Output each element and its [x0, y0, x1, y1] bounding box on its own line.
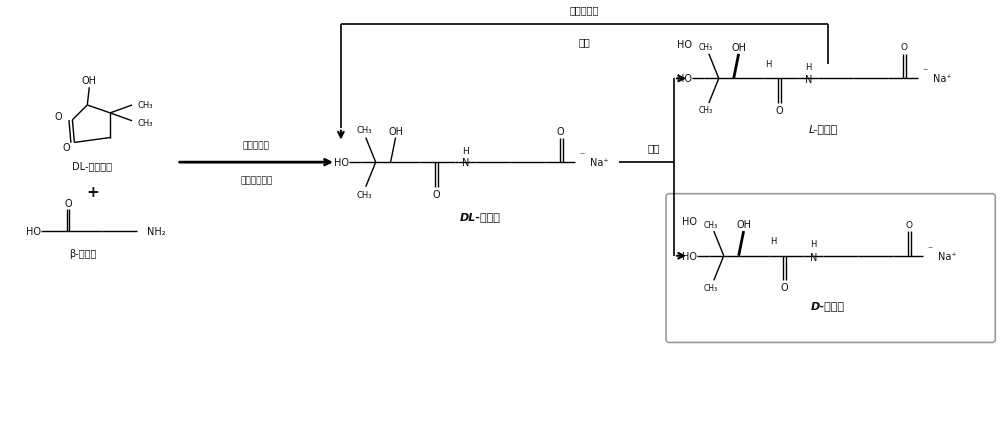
Text: CH₃: CH₃	[356, 191, 372, 200]
Text: H: H	[766, 60, 772, 69]
Text: Na⁺: Na⁺	[938, 251, 956, 261]
Text: O: O	[557, 127, 564, 136]
Text: Na⁺: Na⁺	[590, 158, 608, 168]
Text: 酸水溶化剂: 酸水溶化剂	[243, 141, 270, 150]
Text: CH₃: CH₃	[137, 100, 153, 109]
Text: CH₃: CH₃	[704, 220, 718, 229]
Text: 手性: 手性	[579, 37, 590, 47]
Text: CH₃: CH₃	[699, 106, 713, 115]
Text: OH: OH	[736, 220, 751, 230]
Text: DL-泛酸内酯: DL-泛酸内酯	[72, 161, 112, 171]
Text: DL-泛酸钓: DL-泛酸钓	[460, 212, 501, 222]
Text: O: O	[900, 43, 907, 52]
Text: HO: HO	[26, 227, 41, 236]
Text: CH₃: CH₃	[137, 119, 153, 128]
Text: 拆分: 拆分	[648, 143, 660, 153]
Text: L-泛酸钓: L-泛酸钓	[809, 124, 838, 133]
Text: HO: HO	[682, 217, 697, 227]
Text: O: O	[776, 106, 783, 115]
Text: HO: HO	[334, 158, 349, 168]
Text: HO: HO	[677, 40, 692, 50]
Text: N: N	[810, 252, 817, 262]
Text: CH₃: CH₃	[704, 283, 718, 292]
Text: HO: HO	[682, 251, 697, 261]
Text: OH: OH	[731, 43, 746, 53]
Text: O: O	[55, 112, 62, 121]
Text: H: H	[770, 237, 777, 246]
Text: CH₃: CH₃	[699, 43, 713, 52]
Text: HO: HO	[677, 74, 692, 84]
Text: O: O	[905, 220, 912, 229]
Text: Na⁺: Na⁺	[933, 74, 951, 84]
Text: 重水化合物: 重水化合物	[570, 6, 599, 15]
Text: +: +	[86, 185, 99, 200]
Text: ⁻: ⁻	[580, 151, 585, 161]
Text: O: O	[63, 143, 70, 153]
Text: 碳酸氢钓化剂: 碳酸氢钓化剂	[240, 176, 272, 185]
Text: N: N	[805, 75, 812, 85]
Text: O: O	[433, 189, 440, 199]
Text: O: O	[781, 282, 788, 293]
Text: H: H	[805, 63, 811, 72]
Text: O: O	[65, 198, 72, 208]
Text: ⁻: ⁻	[923, 67, 928, 78]
Text: N: N	[462, 158, 469, 168]
Text: OH: OH	[388, 127, 403, 136]
Text: ⁻: ⁻	[928, 244, 933, 254]
Text: β-丙氨酸: β-丙氨酸	[69, 248, 96, 258]
Text: OH: OH	[82, 76, 97, 86]
Text: NH₂: NH₂	[147, 227, 166, 236]
Text: D-泛酸钓: D-泛酸钓	[811, 300, 845, 310]
FancyBboxPatch shape	[666, 194, 995, 343]
Text: H: H	[810, 240, 816, 249]
Text: H: H	[462, 147, 469, 155]
Text: CH₃: CH₃	[356, 126, 372, 135]
